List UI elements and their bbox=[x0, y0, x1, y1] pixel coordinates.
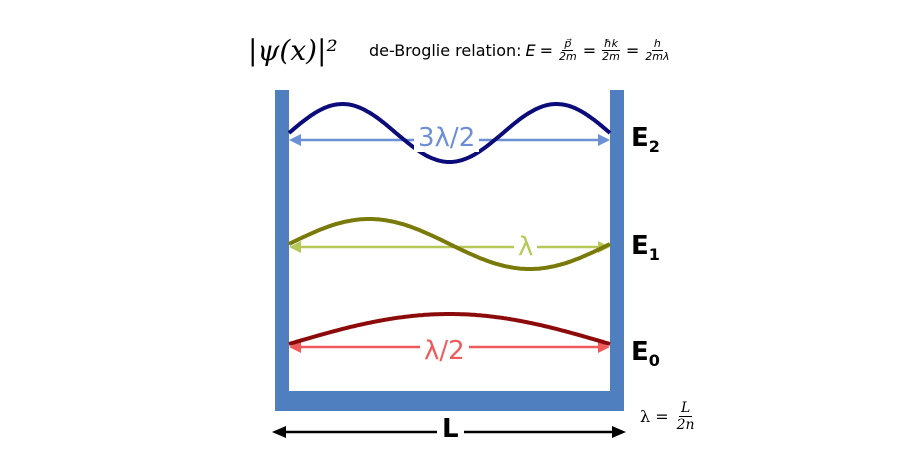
fraction-denominator: 2m bbox=[602, 50, 620, 63]
fraction-denominator: 2m bbox=[559, 50, 577, 63]
right-wall bbox=[610, 90, 624, 393]
energy-label-e0: E0 bbox=[631, 337, 660, 371]
energy-label-e1: E1 bbox=[631, 231, 660, 265]
equals-sign: = bbox=[582, 41, 597, 60]
wavelength-label-n1: λ bbox=[514, 233, 538, 261]
fraction-numerator: L bbox=[678, 400, 693, 417]
wavelength-label-n0: λ/2 bbox=[420, 337, 469, 365]
wavelength-formula: λ = L 2n bbox=[640, 400, 697, 433]
formula-lhs: λ = bbox=[640, 407, 669, 426]
wave-function-n1 bbox=[288, 217, 611, 271]
fraction-numerator: ħk bbox=[602, 37, 621, 51]
fraction-numerator: p⃗ bbox=[562, 37, 574, 51]
fraction-hbark-over-2m: ħk 2m bbox=[600, 38, 622, 63]
well-width-label: L bbox=[437, 414, 464, 444]
formula-fraction: L 2n bbox=[675, 400, 697, 433]
equals-sign: = bbox=[625, 41, 640, 60]
de-broglie-relation: de-Broglie relation: E = p⃗ 2m = ħk 2m =… bbox=[369, 38, 672, 63]
wave-function-n0 bbox=[288, 312, 611, 346]
fraction-numerator: h bbox=[651, 37, 663, 51]
equals-sign: = bbox=[539, 41, 554, 60]
energy-symbol: E bbox=[525, 41, 536, 60]
wave-function-n2 bbox=[287, 102, 612, 164]
left-wall bbox=[275, 90, 289, 393]
well-floor bbox=[275, 391, 624, 411]
wavelength-label-n2: 3λ/2 bbox=[414, 124, 480, 152]
fraction-denominator: 2n bbox=[676, 417, 695, 433]
fraction-denominator: 2mλ bbox=[645, 50, 670, 63]
relation-prefix: de-Broglie relation: bbox=[369, 41, 522, 60]
energy-label-e2: E2 bbox=[631, 123, 660, 157]
fraction-p-over-2m: p⃗ 2m bbox=[557, 38, 579, 63]
fraction-h-over-2mlambda: h 2mλ bbox=[643, 38, 671, 63]
psi-squared-label: |ψ(x)|² bbox=[248, 34, 338, 67]
